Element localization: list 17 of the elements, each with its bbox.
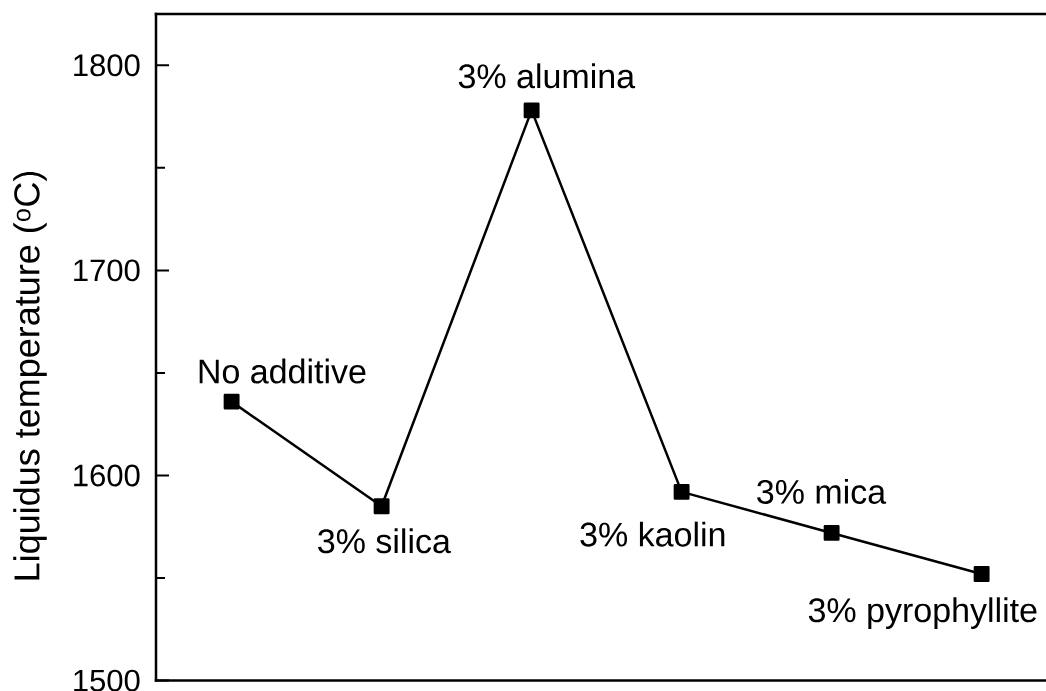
point (823, 524, 840, 541)
annotation: 3% pyrophyllite (808, 597, 1037, 630)
annotation: 3% silica (318, 528, 451, 554)
annotation: 3% mica (757, 478, 887, 504)
annotation: 3% kaolin (580, 521, 725, 547)
point (673, 483, 690, 500)
annotation: No additive (199, 358, 366, 384)
y-tick-label: 1500 (74, 669, 140, 691)
y-tick-label: 1600 (74, 464, 140, 487)
point (223, 393, 240, 410)
point (373, 498, 390, 515)
y-tick-label: 1800 (74, 54, 140, 77)
annotation: 3% alumina (458, 63, 636, 89)
point (523, 102, 540, 119)
point (973, 565, 990, 582)
y-tick-label: 1700 (74, 259, 140, 282)
y-axis-title: Liquidus temperature ($^{o}$C) (13, 171, 47, 580)
